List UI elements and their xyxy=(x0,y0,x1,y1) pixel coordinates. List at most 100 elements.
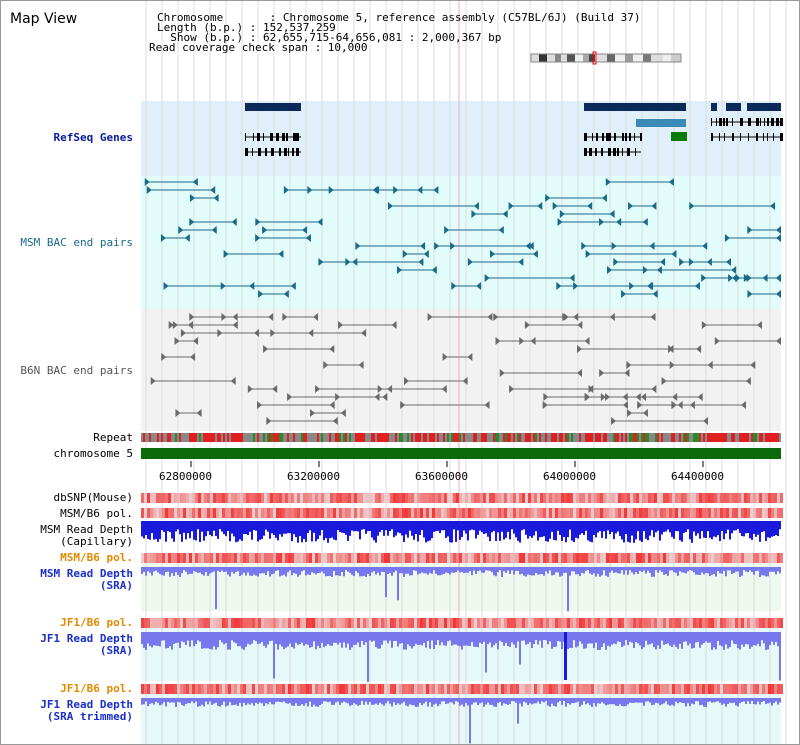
msm-capillary-depth-bar xyxy=(307,521,309,533)
jf1-pol2-density-cell xyxy=(279,684,282,694)
jf1-b6-pol-label: JF1/B6 pol. xyxy=(60,616,133,629)
msm-capillary-depth-bar xyxy=(651,521,653,531)
msm-pol2-density-cell xyxy=(675,553,678,563)
dbsnp-density-cell xyxy=(486,493,489,503)
gene-exon xyxy=(284,148,287,156)
msm-pol2-density-cell xyxy=(693,553,696,563)
msm-pol-density-cell xyxy=(774,508,777,518)
msm-pol-density-cell xyxy=(285,508,288,518)
jf1-sra-depth-bar xyxy=(281,632,283,647)
jf1-pol2-density-cell xyxy=(297,684,300,694)
msm-sra-depth-bar xyxy=(247,567,249,573)
jf1-pol2-density-cell xyxy=(198,684,201,694)
jf1-sra-depth-bar xyxy=(649,632,651,645)
msm-bac-pair-end xyxy=(671,250,677,258)
msm-pol-density-cell xyxy=(621,508,624,518)
msm-capillary-depth-bar xyxy=(567,521,569,538)
msm-pol-density-cell xyxy=(411,508,414,518)
jf1-pol2-density-cell xyxy=(294,684,297,694)
msm-capillary-depth-bar xyxy=(267,521,269,532)
msm-capillary-depth-bar xyxy=(367,521,369,532)
gene-exon xyxy=(253,133,254,141)
msm-sra-depth-bar xyxy=(539,567,541,575)
jf1-pol2-density-cell xyxy=(204,684,207,694)
msm-sra-depth-bar xyxy=(171,567,173,574)
msm-sra-depth-bar xyxy=(445,567,447,573)
gene-exon xyxy=(780,118,783,126)
jf1-b6-pol-label-2: JF1/B6 pol. xyxy=(60,682,133,695)
msm-sra-depth-bar xyxy=(443,567,445,575)
msm-pol2-density-cell xyxy=(567,553,570,563)
msm-pol-density-cell xyxy=(228,508,231,518)
jf1-sra-depth-bar xyxy=(621,632,623,648)
repeat-element xyxy=(431,433,433,442)
msm-pol-density-cell xyxy=(189,508,192,518)
jf1-sra-depth-bar xyxy=(195,632,197,645)
dbsnp-density-cell xyxy=(336,493,339,503)
jf1-pol2-density-cell xyxy=(219,684,222,694)
dbsnp-density-cell xyxy=(213,493,216,503)
jf1-pol2-density-cell xyxy=(717,684,720,694)
msm-capillary-depth-bar xyxy=(715,521,717,538)
msm-pol2-density-cell xyxy=(666,553,669,563)
b6n-bac-pair-end xyxy=(427,313,433,321)
jf1-pol2-density-cell xyxy=(450,684,453,694)
jf1-trim-depth-bar xyxy=(511,698,513,702)
msm-pol-density-cell xyxy=(639,508,642,518)
msm-pol2-density-cell xyxy=(519,553,522,563)
jf1-depth-sra-sub: (SRA) xyxy=(99,644,133,657)
jf1-pol2-density-cell xyxy=(153,684,156,694)
msm-pol2-density-cell xyxy=(618,553,621,563)
jf1-trim-depth-bar xyxy=(655,698,657,703)
msm-capillary-depth-bar xyxy=(193,521,195,540)
repeat-element xyxy=(155,433,157,442)
jf1-pol2-density-cell xyxy=(426,684,429,694)
msm-capillary-depth-bar xyxy=(677,521,679,532)
dbsnp-density-cell xyxy=(294,493,297,503)
jf1-trim-depth-bar xyxy=(641,698,643,703)
msm-pol2-density-cell xyxy=(360,553,363,563)
jf1-sra-depth-bar xyxy=(357,632,359,643)
repeat-element xyxy=(727,433,729,442)
repeat-element xyxy=(153,433,155,442)
jf1-pol2-density-cell xyxy=(765,684,768,694)
dbsnp-density-cell xyxy=(717,493,720,503)
msm-capillary-depth-bar xyxy=(535,521,537,532)
msm-pol-density-cell xyxy=(690,508,693,518)
dbsnp-density-cell xyxy=(762,493,765,503)
jf1-pol-density-cell xyxy=(576,618,579,628)
dbsnp-density-cell xyxy=(705,493,708,503)
msm-capillary-depth-bar xyxy=(163,521,165,532)
dbsnp-density-cell xyxy=(681,493,684,503)
jf1-trim-depth-bar xyxy=(179,698,181,703)
msm-capillary-depth-bar xyxy=(589,521,591,542)
msm-pol-density-cell xyxy=(705,508,708,518)
msm-pol-density-cell xyxy=(729,508,732,518)
msm-pol2-density-cell xyxy=(243,553,246,563)
msm-bac-pair-end xyxy=(629,282,635,290)
jf1-sra-depth-bar xyxy=(471,632,473,643)
jf1-pol2-density-cell xyxy=(609,684,612,694)
b6n-bac-pair-end xyxy=(605,393,611,401)
jf1-trim-depth-bar xyxy=(539,698,541,704)
msm-capillary-depth-bar xyxy=(741,521,743,537)
repeat-element xyxy=(393,433,395,442)
dbsnp-density-cell xyxy=(141,493,144,503)
jf1-pol2-density-cell xyxy=(768,684,771,694)
gene-exon xyxy=(711,133,713,141)
msm-pol-density-cell xyxy=(369,508,372,518)
repeat-element xyxy=(719,433,721,442)
jf1-sra-depth-bar xyxy=(375,632,377,648)
b6n-bac-label: B6N BAC end pairs xyxy=(20,364,133,377)
jf1-pol-density-cell xyxy=(522,618,525,628)
jf1-pol2-density-cell xyxy=(633,684,636,694)
repeat-element xyxy=(291,433,293,442)
msm-capillary-depth-bar xyxy=(471,521,473,530)
gene-exon xyxy=(279,148,281,156)
dbsnp-density-cell xyxy=(423,493,426,503)
msm-pol-density-cell xyxy=(693,508,696,518)
jf1-pol-density-cell xyxy=(165,618,168,628)
jf1-pol-density-cell xyxy=(447,618,450,628)
ideogram-band xyxy=(575,54,583,62)
